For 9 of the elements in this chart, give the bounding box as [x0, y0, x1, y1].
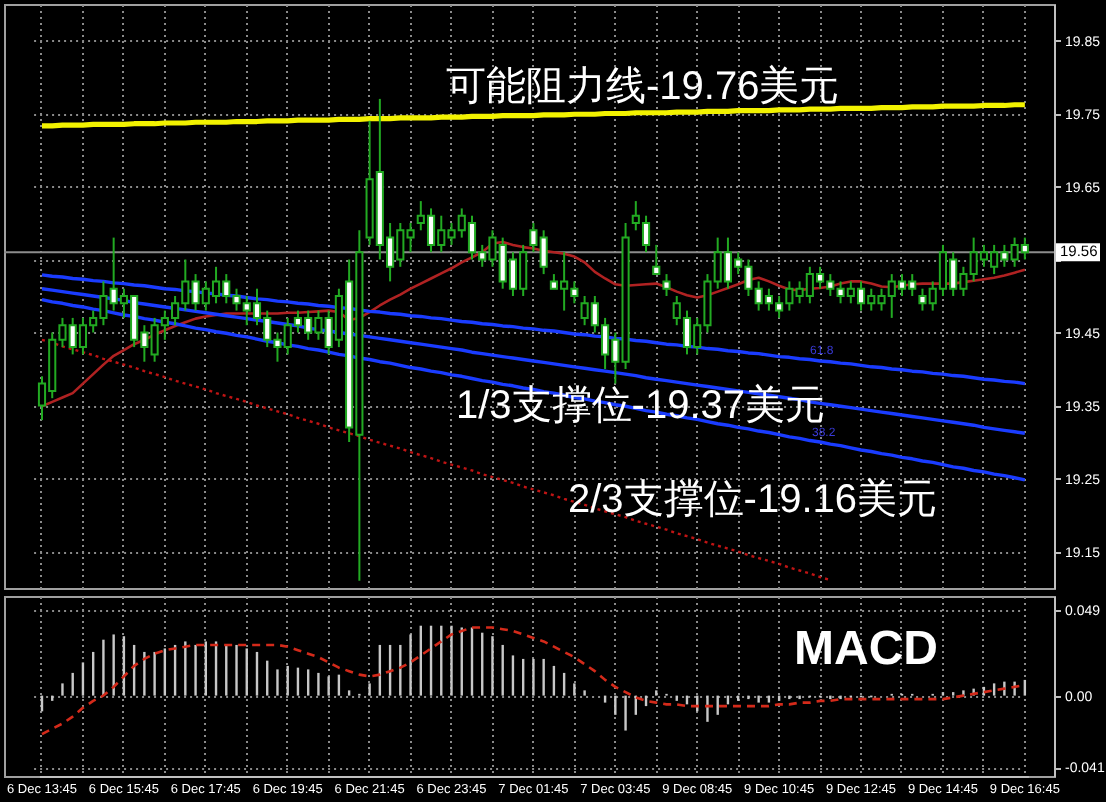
annotation: 2/3支撑位-19.16美元 — [568, 476, 938, 522]
candlestick — [652, 243, 661, 276]
candlestick — [662, 273, 671, 297]
line-series — [40, 287, 1027, 435]
annotation: 可能阻力线-19.76美元 — [446, 63, 840, 109]
annotation: MACD — [794, 622, 938, 676]
line-series — [40, 297, 1027, 482]
line-series — [40, 273, 1027, 386]
line-series — [39, 102, 1028, 129]
